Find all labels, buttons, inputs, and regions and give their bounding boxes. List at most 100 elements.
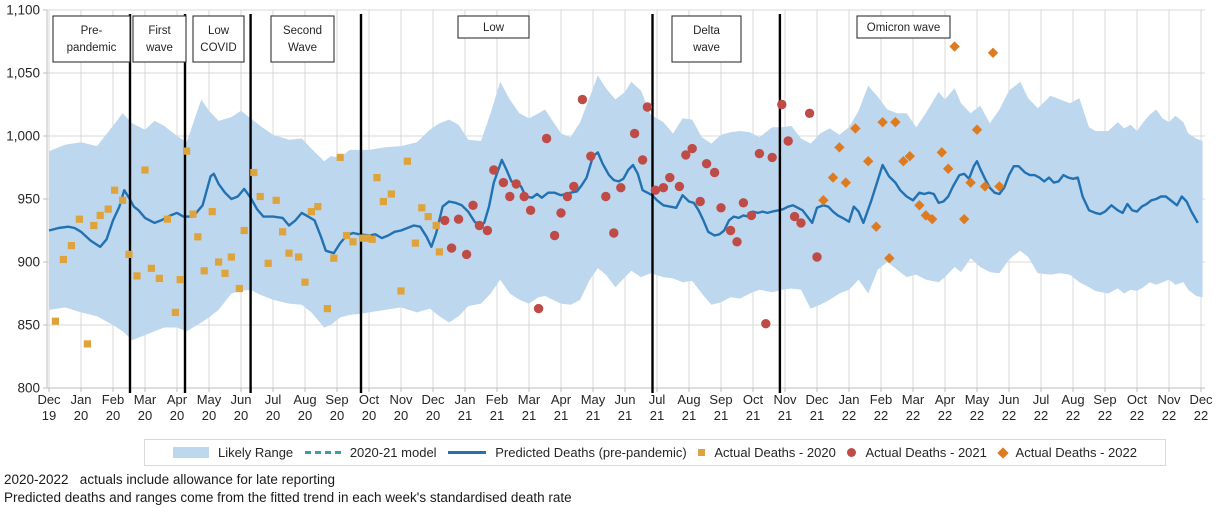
svg-text:wave: wave: [692, 42, 720, 54]
svg-text:Omicron wave: Omicron wave: [867, 22, 941, 34]
svg-text:22: 22: [1034, 408, 1048, 423]
mortality-forecast-chart: 800 850 900 950 1,000 1,050 1,100 Dec 19 Jan 20 Feb…: [6, 3, 1213, 424]
svg-text:21: 21: [522, 408, 536, 423]
svg-text:Aug: Aug: [677, 392, 700, 407]
svg-text:20: 20: [202, 408, 216, 423]
svg-text:20: 20: [266, 408, 280, 423]
actual-2022-points: [818, 41, 1005, 264]
svg-text:Feb: Feb: [486, 392, 508, 407]
svg-text:22: 22: [938, 408, 952, 423]
svg-text:21: 21: [810, 408, 824, 423]
svg-text:Sep: Sep: [325, 392, 348, 407]
legend-item-actual-2020: Actual Deaths - 2020: [698, 445, 836, 460]
svg-text:20: 20: [330, 408, 344, 423]
svg-text:22: 22: [906, 408, 920, 423]
svg-text:Feb: Feb: [102, 392, 124, 407]
svg-text:Sep: Sep: [709, 392, 732, 407]
svg-text:Dec: Dec: [805, 392, 829, 407]
svg-text:21: 21: [746, 408, 760, 423]
svg-text:Aug: Aug: [293, 392, 316, 407]
svg-text:22: 22: [1194, 408, 1208, 423]
actual-2021-points: [440, 94, 822, 329]
chart-legend: Likely Range 2020-21 model Predicted Dea…: [144, 439, 1166, 466]
svg-text:Jul: Jul: [1033, 392, 1050, 407]
svg-text:22: 22: [1162, 408, 1176, 423]
svg-text:20: 20: [74, 408, 88, 423]
legend-item-actual-2022: Actual Deaths - 2022: [996, 445, 1137, 460]
svg-text:22: 22: [1066, 408, 1080, 423]
svg-text:Dec: Dec: [1189, 392, 1213, 407]
svg-text:Jul: Jul: [265, 392, 282, 407]
x-axis-labels: Dec19Jan20Feb20Mar20Apr20May20Jun20Jul20…: [37, 392, 1213, 423]
svg-text:22: 22: [874, 408, 888, 423]
actual-2020-points: [51, 147, 443, 348]
svg-text:wave: wave: [145, 42, 173, 54]
svg-text:850: 850: [17, 318, 40, 333]
svg-text:First: First: [148, 25, 171, 37]
svg-text:Oct: Oct: [1127, 392, 1148, 407]
svg-text:22: 22: [970, 408, 984, 423]
svg-text:May: May: [581, 392, 606, 407]
diamond-marker-icon: [996, 446, 1009, 459]
svg-text:Second: Second: [283, 25, 322, 37]
svg-text:21: 21: [554, 408, 568, 423]
svg-text:800: 800: [17, 381, 40, 396]
svg-text:Jun: Jun: [231, 392, 252, 407]
footnote-late-reporting: 2020-2022 actuals include allowance for …: [4, 472, 335, 487]
legend-label: Actual Deaths - 2021: [865, 445, 987, 460]
svg-text:20: 20: [170, 408, 184, 423]
svg-text:COVID: COVID: [200, 42, 236, 54]
svg-text:21: 21: [586, 408, 600, 423]
chart-footnotes: 2020-2022 actuals include allowance for …: [4, 471, 572, 507]
svg-text:19: 19: [42, 408, 56, 423]
svg-text:Jan: Jan: [455, 392, 476, 407]
svg-text:Apr: Apr: [935, 392, 956, 407]
svg-text:20: 20: [298, 408, 312, 423]
svg-text:Feb: Feb: [870, 392, 892, 407]
svg-text:Oct: Oct: [359, 392, 380, 407]
footnote-methodology: Predicted deaths and ranges come from th…: [4, 490, 572, 505]
wave-label-boxes: Pre-pandemic First wave Low COVID Second Wave L…: [52, 15, 951, 63]
svg-text:Low: Low: [483, 22, 505, 34]
svg-text:Pre-: Pre-: [81, 25, 103, 37]
y-axis-labels: 800 850 900 950 1,000 1,050 1,100: [6, 3, 40, 396]
svg-text:22: 22: [1130, 408, 1144, 423]
legend-label: Likely Range: [218, 445, 294, 460]
svg-text:Low: Low: [208, 25, 230, 37]
svg-text:900: 900: [17, 255, 40, 270]
svg-text:pandemic: pandemic: [67, 42, 117, 54]
legend-label: 2020-21 model: [349, 445, 437, 460]
svg-text:20: 20: [394, 408, 408, 423]
square-marker-icon: [698, 449, 706, 456]
svg-text:21: 21: [778, 408, 792, 423]
svg-text:21: 21: [490, 408, 504, 423]
svg-text:Nov: Nov: [1157, 392, 1181, 407]
svg-text:Dec: Dec: [37, 392, 61, 407]
svg-text:21: 21: [682, 408, 696, 423]
svg-text:Oct: Oct: [743, 392, 764, 407]
svg-text:21: 21: [618, 408, 632, 423]
svg-text:22: 22: [1002, 408, 1016, 423]
legend-item-predicted-deaths: Predicted Deaths (pre-pandemic): [448, 445, 687, 460]
svg-text:Mar: Mar: [134, 392, 157, 407]
svg-text:Jun: Jun: [999, 392, 1020, 407]
svg-text:1,050: 1,050: [6, 66, 40, 81]
svg-text:May: May: [197, 392, 222, 407]
svg-text:May: May: [965, 392, 990, 407]
svg-text:Apr: Apr: [551, 392, 572, 407]
solid-line-swatch-icon: [448, 450, 487, 455]
svg-text:Apr: Apr: [167, 392, 188, 407]
legend-item-2020-21-model: 2020-21 model: [304, 445, 437, 460]
svg-text:Nov: Nov: [389, 392, 413, 407]
svg-text:21: 21: [458, 408, 472, 423]
likely-range-area: [49, 75, 1203, 341]
predicted-deaths-line: [48, 151, 1199, 255]
wave-divider-lines: [128, 14, 782, 393]
legend-label: Actual Deaths - 2020: [714, 445, 836, 460]
svg-text:21: 21: [714, 408, 728, 423]
legend-label: Predicted Deaths (pre-pandemic): [495, 445, 687, 460]
legend-item-actual-2021: Actual Deaths - 2021: [847, 445, 987, 460]
svg-text:950: 950: [17, 192, 40, 207]
svg-text:22: 22: [1098, 408, 1112, 423]
svg-text:21: 21: [650, 408, 664, 423]
